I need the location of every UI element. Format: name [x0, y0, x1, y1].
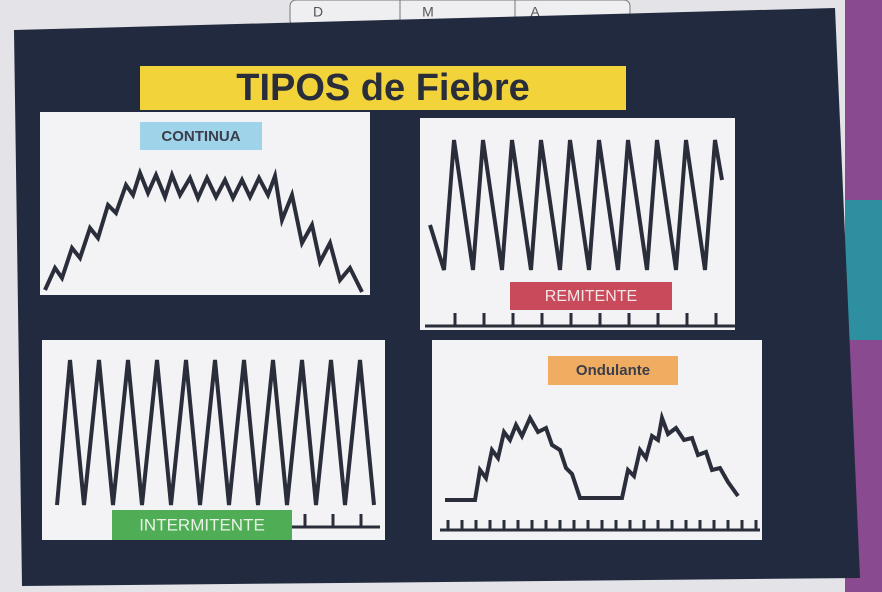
panel-label: CONTINUA [161, 128, 240, 145]
tab-label: M [422, 4, 434, 20]
panel-label: REMITENTE [545, 288, 637, 305]
title: TIPOS de Fiebre [236, 67, 530, 109]
folder-edge-tab [845, 200, 882, 340]
panel-label: Ondulante [576, 362, 650, 379]
page: {"tabs": ["D", "M", "A"], "title": "TIPO… [0, 0, 882, 592]
tab-label: D [313, 4, 323, 20]
panel-label: INTERMITENTE [139, 515, 265, 534]
photo: D M A TIPOS de Fiebre CONTINUA REMITENTE… [0, 0, 882, 592]
